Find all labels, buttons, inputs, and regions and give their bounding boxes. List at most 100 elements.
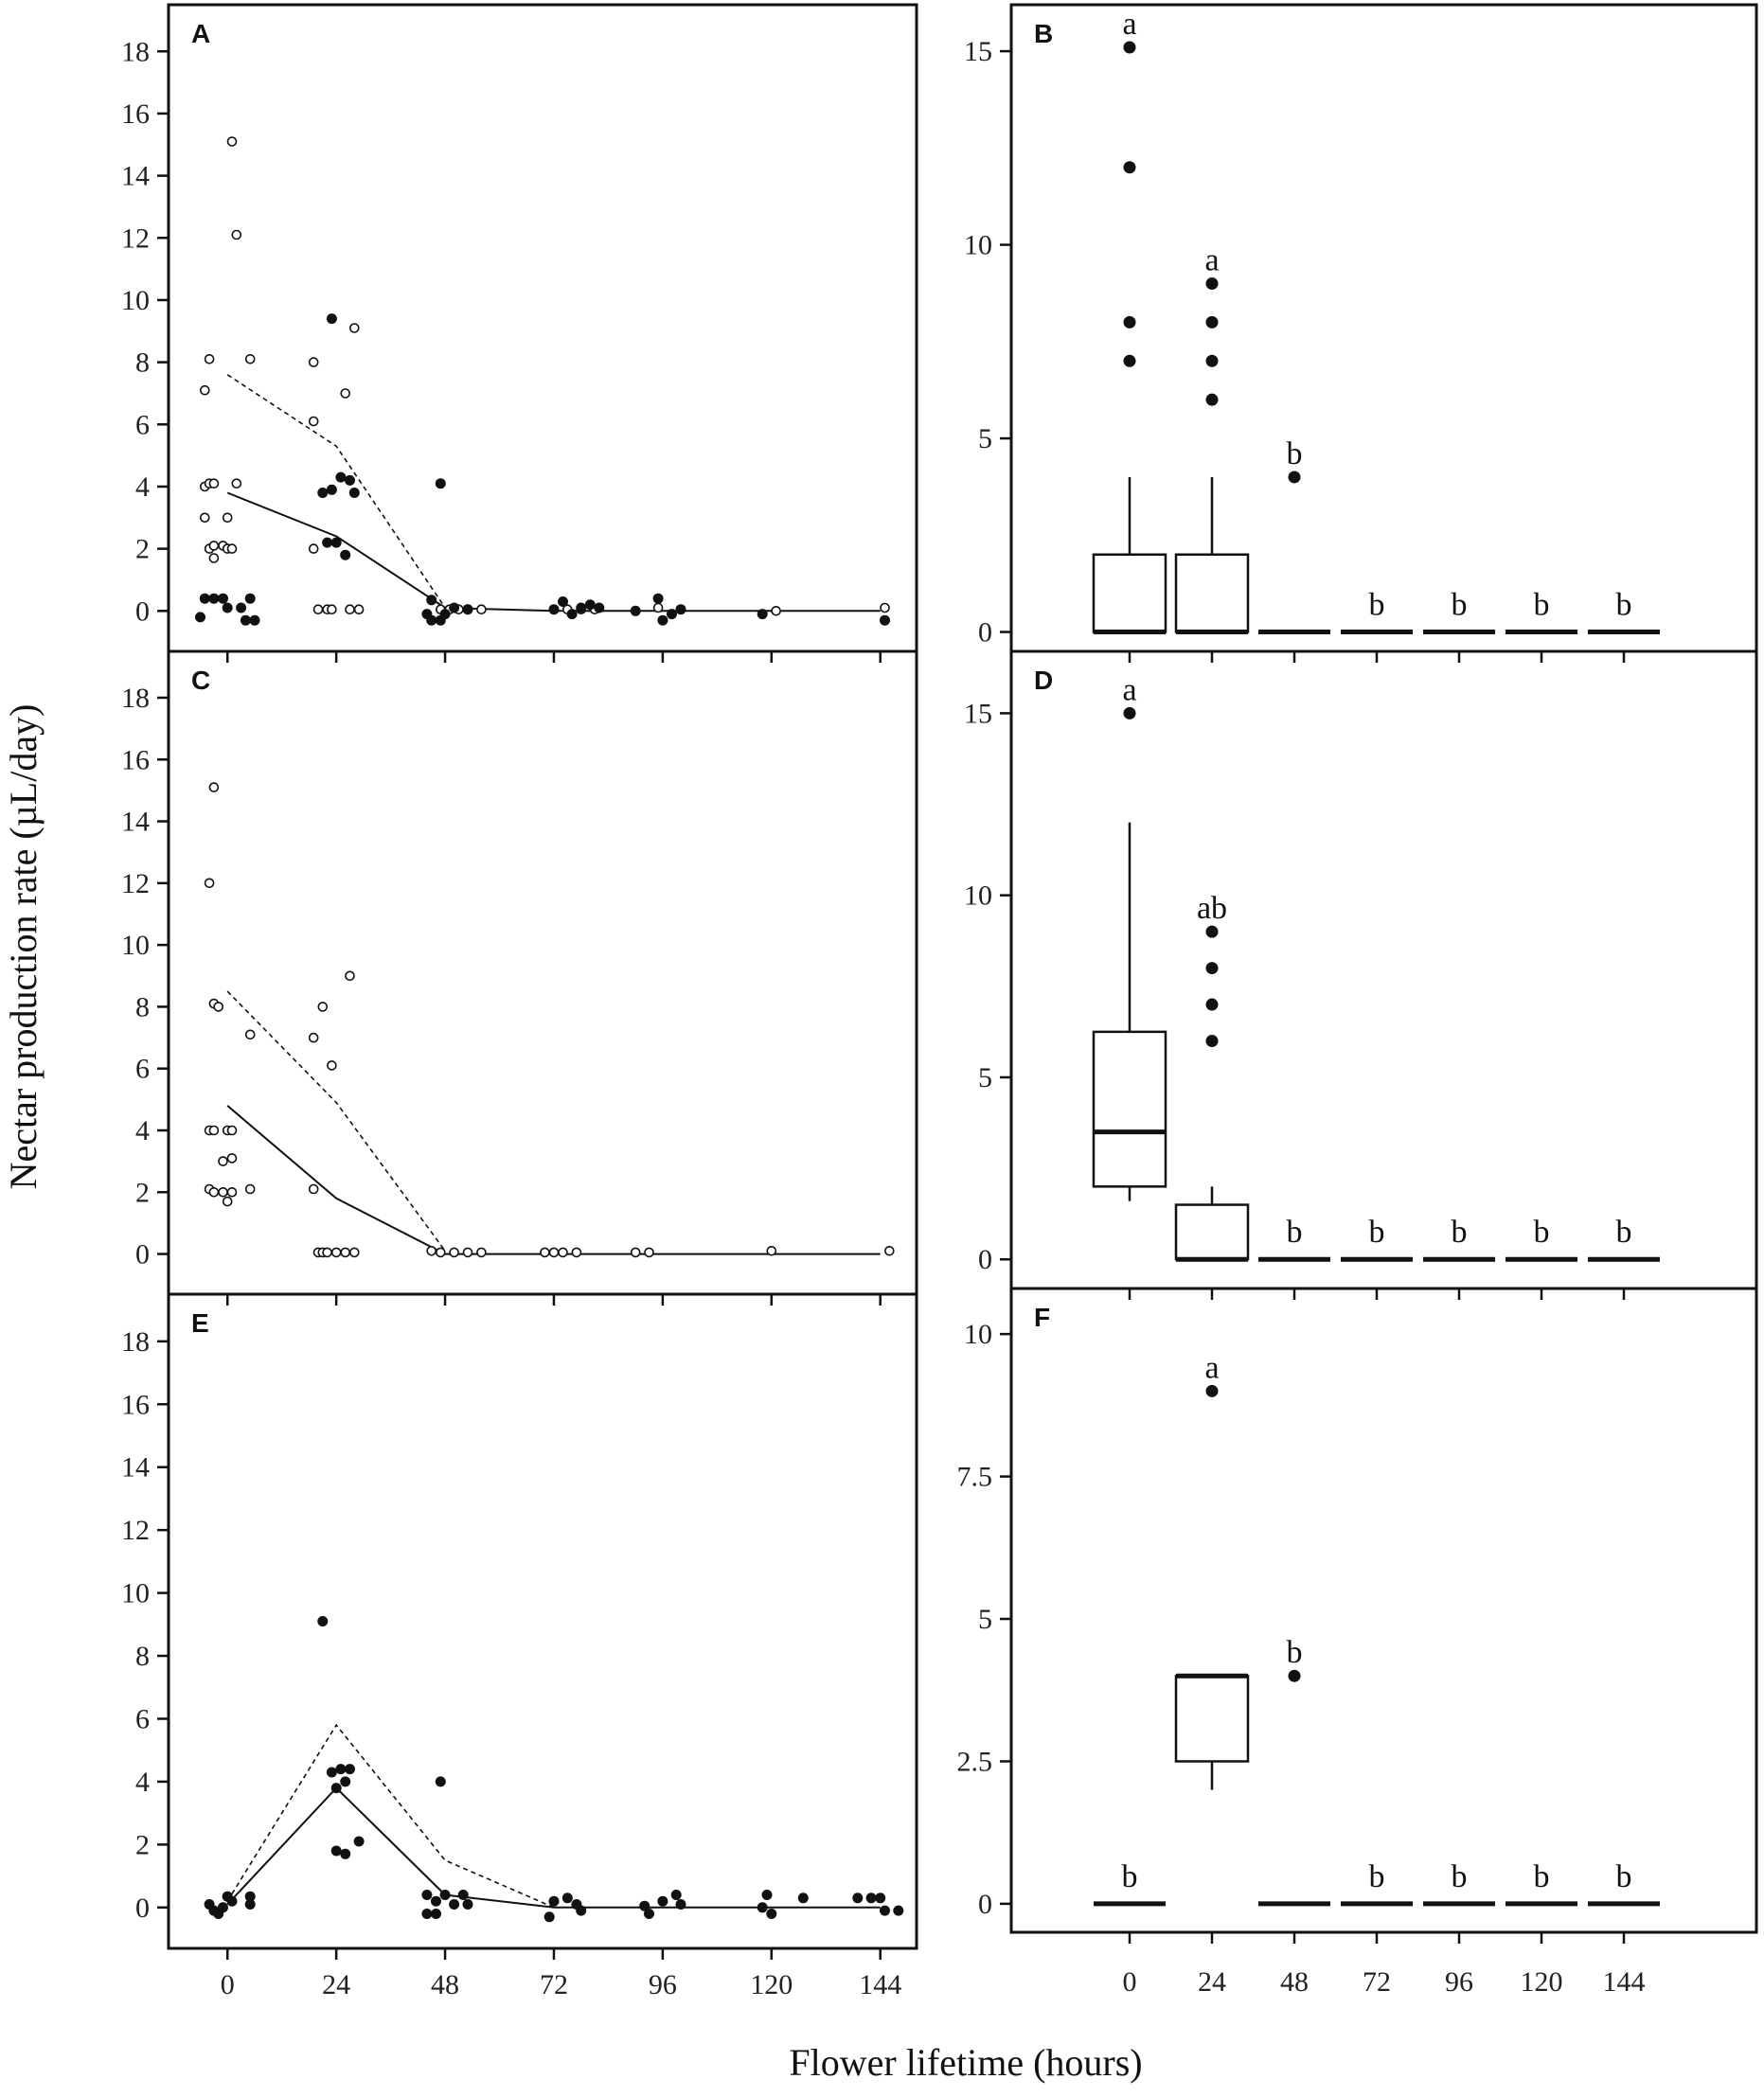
significance-letter: b: [1287, 436, 1303, 471]
filled-point: [244, 593, 256, 604]
y-tick-label: 12: [121, 1515, 150, 1546]
open-point: [353, 604, 365, 615]
significance-letter: ab: [1197, 891, 1227, 926]
open-point: [327, 604, 337, 615]
y-tick-label: 4: [135, 1115, 150, 1146]
filled-point: [240, 614, 251, 626]
y-tick-label: 16: [121, 744, 150, 775]
open-point: [208, 541, 220, 551]
outlier-point: [1123, 354, 1136, 367]
significance-letter: b: [1452, 1859, 1468, 1894]
open-point: [308, 416, 319, 427]
filled-point: [330, 1845, 342, 1857]
y-tick-label: 8: [135, 1641, 150, 1672]
y-tick-label: 12: [121, 222, 150, 254]
significance-letter: a: [1204, 242, 1219, 277]
open-point: [208, 782, 220, 792]
y-tick-label: 0: [978, 617, 992, 649]
open-point: [348, 1247, 360, 1258]
y-tick-label: 16: [121, 1389, 150, 1420]
mean-line: [226, 990, 446, 1252]
outlier-point: [1123, 315, 1136, 329]
filled-point: [322, 537, 333, 548]
y-tick-label: 12: [121, 868, 150, 899]
filled-point: [757, 609, 768, 620]
open-point: [340, 1247, 351, 1258]
panel-frame: [1009, 1287, 1758, 1934]
open-point: [213, 1002, 223, 1012]
significance-letter: b: [1369, 1215, 1385, 1250]
y-tick-label: 2.5: [957, 1746, 993, 1777]
filled-point: [543, 1911, 555, 1923]
open-point: [308, 1032, 319, 1043]
y-tick-label: 18: [121, 1326, 150, 1358]
open-point: [476, 1247, 487, 1258]
outlier-point: [1288, 1669, 1301, 1682]
box: [1092, 553, 1167, 633]
open-point: [345, 970, 355, 982]
open-point: [226, 1187, 238, 1198]
outlier-point: [1205, 998, 1219, 1011]
significance-letter: b: [1616, 588, 1632, 623]
outlier-point: [1288, 471, 1301, 484]
filled-point: [566, 609, 578, 620]
filled-point: [797, 1893, 809, 1904]
significance-letter: b: [1287, 1635, 1303, 1670]
y-tick-label: 6: [135, 409, 150, 440]
significance-letter: b: [1534, 588, 1550, 623]
x-tick-label: 48: [1280, 1966, 1309, 1998]
significance-letter: a: [1122, 7, 1136, 42]
open-point: [218, 1187, 228, 1198]
median-line: [226, 1105, 881, 1255]
open-point: [476, 604, 487, 615]
significance-letter: b: [1452, 588, 1468, 623]
outlier-point: [1123, 706, 1136, 720]
y-tick-label: 10: [964, 880, 992, 912]
filled-point: [317, 1616, 329, 1626]
open-point: [330, 1247, 342, 1258]
filled-point: [561, 1893, 573, 1904]
filled-point: [431, 1895, 441, 1907]
x-tick-label: 144: [1603, 1966, 1646, 1998]
filled-point: [657, 614, 668, 626]
filled-point: [462, 1899, 473, 1910]
significance-letter: b: [1534, 1215, 1550, 1250]
outlier-point: [1205, 1034, 1219, 1047]
y-tick-label: 6: [135, 1703, 150, 1734]
x-tick-label: 144: [859, 1969, 901, 2000]
open-point: [322, 1247, 332, 1258]
y-tick-label: 14: [121, 161, 150, 192]
filled-point: [594, 602, 605, 613]
y-axis-title: Nectar production rate (µL/day): [2, 704, 45, 1190]
significance-letter: b: [1369, 588, 1385, 623]
x-tick-label: 72: [1363, 1966, 1391, 1998]
panel-letter: D: [1034, 666, 1053, 695]
open-point: [345, 604, 355, 615]
panel-d: D 0 5 10 15 a ab b b b b b: [964, 649, 1758, 1300]
outlier-point: [1123, 161, 1136, 174]
filled-point: [317, 488, 329, 498]
median-line: [226, 1786, 881, 1909]
y-tick-label: 14: [121, 1452, 150, 1484]
filled-point: [852, 1893, 864, 1904]
box: [1174, 553, 1250, 633]
filled-point: [865, 1893, 877, 1904]
significance-letter: b: [1452, 1215, 1468, 1250]
y-tick-label: 16: [121, 98, 150, 130]
filled-point: [875, 1893, 886, 1904]
significance-letter: b: [1369, 1859, 1385, 1894]
filled-point: [675, 604, 686, 615]
median-line: [226, 491, 881, 613]
filled-point: [449, 602, 460, 613]
filled-point: [199, 593, 210, 604]
filled-point: [426, 595, 437, 606]
filled-point: [345, 474, 355, 486]
x-tick-label: 120: [750, 1969, 793, 2000]
panel-frame: [167, 1292, 918, 1950]
filled-point: [548, 604, 560, 615]
mean-line: [226, 374, 446, 609]
open-point: [540, 1247, 550, 1258]
filled-point: [670, 1890, 682, 1900]
open-point: [231, 229, 242, 240]
open-point: [231, 478, 242, 489]
